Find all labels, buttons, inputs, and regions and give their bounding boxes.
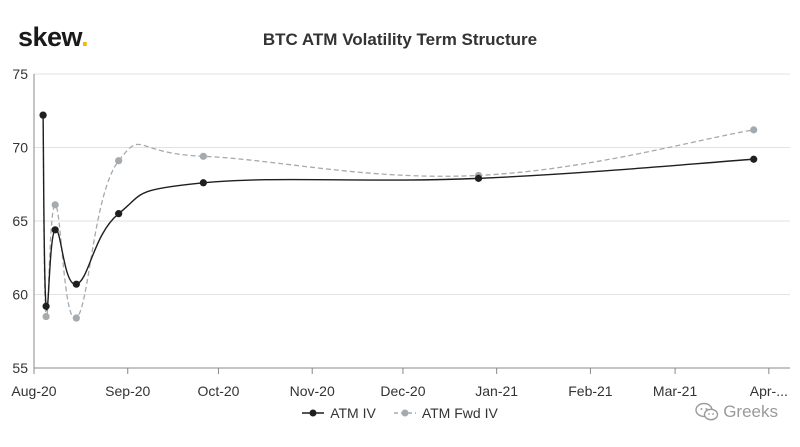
skew-logo: skew. [18,22,89,53]
atm-iv-point-5 [199,179,207,187]
point-layer [39,111,758,322]
x-tick-label-3: Nov-20 [290,383,335,399]
logo-text: skew [18,22,82,52]
atm-fwd-iv-point-3 [72,314,80,322]
y-tick-label-65: 65 [12,213,28,229]
legend-item-atm-iv[interactable]: ATM IV [302,405,376,421]
atm-fwd-iv-point-7 [750,126,758,134]
x-tick-label-1: Sep-20 [105,383,150,399]
atm-iv-point-2 [51,226,59,234]
wechat-icon [695,402,719,421]
grid-layer [34,73,790,295]
x-tick-label-2: Oct-20 [197,383,239,399]
chart-title: BTC ATM Volatility Term Structure [262,30,538,49]
y-tick-label-70: 70 [12,140,28,156]
x-tick-label-7: Mar-21 [653,383,698,399]
atm-iv-point-1 [42,302,50,310]
atm-fwd-iv-point-5 [199,152,207,160]
y-tick-label-60: 60 [12,287,28,303]
x-tick-label-6: Feb-21 [568,383,613,399]
axis-layer: 55 60 65 70 75 Aug-20 Sep-20 Oct-20 Nov-20 Dec-20… [11,66,790,399]
logo-dot: . [81,22,89,52]
watermark: Greeks [695,402,778,422]
x-tick-label-8: Apr-... [750,383,788,399]
watermark-text: Greeks [723,402,778,421]
y-tick-label-75: 75 [12,66,28,82]
atm-fwd-iv-point-4 [115,157,123,165]
legend-marker-atm-fwd-iv [393,409,416,417]
legend-label-atm-fwd-iv: ATM Fwd IV [421,405,498,421]
atm-iv-point-4 [115,210,123,218]
series-line-atm-fwd-iv [42,115,754,319]
legend: ATM IV ATM Fwd IV [0,405,800,421]
series-line-atm-iv [42,115,754,311]
series-layer [42,115,754,319]
legend-marker-atm-iv [302,409,325,417]
x-tick-label-0: Aug-20 [11,383,56,399]
y-tick-label-55: 55 [12,360,28,376]
atm-iv-point-0 [39,111,47,119]
atm-iv-point-7 [750,155,758,163]
atm-iv-point-3 [72,280,80,288]
x-tick-label-4: Dec-20 [380,383,425,399]
atm-iv-point-6 [474,174,483,182]
atm-fwd-iv-point-2 [51,201,59,209]
x-tick-label-5: Jan-21 [475,383,518,399]
atm-fwd-iv-point-1 [42,312,50,321]
legend-label-atm-iv: ATM IV [330,405,376,421]
legend-item-atm-fwd-iv[interactable]: ATM Fwd IV [393,405,498,421]
